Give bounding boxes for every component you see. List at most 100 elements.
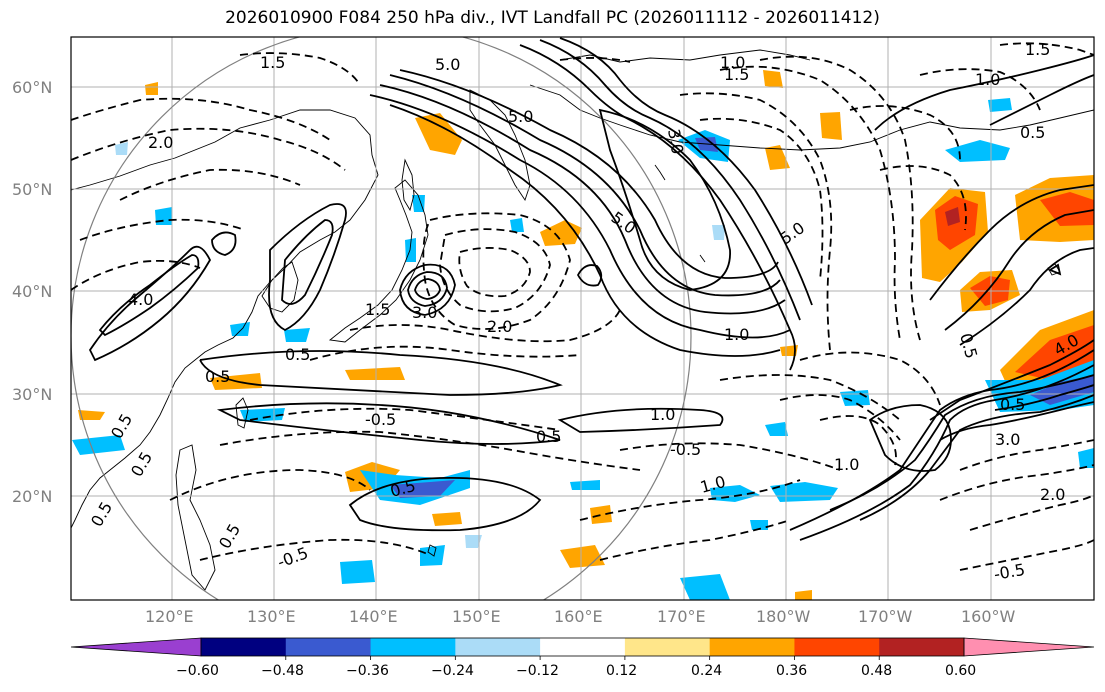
- coastline-taiwan: [235, 397, 249, 429]
- contour-positive: [598, 108, 731, 291]
- shade-blob: [1040, 192, 1094, 226]
- shade-blob: [510, 218, 524, 232]
- shade-blob: [770, 482, 838, 502]
- contour-negative: [799, 351, 941, 406]
- shade-blob: [795, 590, 812, 600]
- contour-negative: [71, 97, 331, 141]
- contour-negative: [879, 165, 967, 231]
- contour-positive: [414, 278, 441, 300]
- contour-label: 3.0: [995, 430, 1020, 449]
- lon-label: 130°E: [247, 607, 296, 626]
- colorbar-tick-label: −0.60: [176, 663, 219, 679]
- colorbar-segment: [455, 638, 541, 656]
- contour-positive: [929, 184, 1094, 301]
- contour-positive: [199, 350, 563, 396]
- contour-label: 2.0: [1040, 485, 1065, 504]
- coastline-philippines: [175, 444, 216, 591]
- contour-negative: [79, 218, 246, 241]
- contour-negative: [579, 479, 801, 521]
- shade-blob: [1015, 325, 1094, 380]
- contour-negative: [959, 439, 1094, 471]
- contour-label: 0.5: [127, 448, 156, 480]
- coastline-kamchatka: [469, 89, 531, 202]
- lon-label: 170°W: [858, 607, 913, 626]
- contour-positive: [281, 219, 334, 305]
- contour-label: 5.0: [608, 208, 640, 238]
- shade-blob: [72, 435, 125, 455]
- colorbar-extend-min: [70, 637, 202, 657]
- contour-label: 0.5: [536, 427, 561, 446]
- shading-layer: [72, 70, 1094, 600]
- lat-label: 40°N: [12, 282, 53, 301]
- colorbar-segment: [540, 638, 626, 656]
- contour-label: -0.5: [670, 440, 701, 459]
- contour-positive: [539, 39, 801, 321]
- colorbar-tick-label: 0.60: [945, 663, 977, 679]
- contour-positive: [557, 407, 724, 433]
- colorbar-segment: [794, 638, 880, 656]
- coastline-japan: [328, 179, 429, 343]
- coastline-alaska: [559, 49, 811, 63]
- colorbar-segment: [709, 638, 795, 656]
- map-title: 2026010900 F084 250 hPa div., IVT Landfa…: [225, 8, 880, 28]
- colorbar-segment: [370, 638, 456, 656]
- colorbar-tick-label: 0.12: [606, 663, 638, 679]
- shade-blob: [340, 560, 375, 584]
- contour-negative: [71, 127, 346, 171]
- colorbar-segment: [285, 638, 372, 656]
- contour-label: 5.0: [776, 218, 808, 248]
- shade-blob: [1030, 375, 1094, 405]
- contour-negative: [439, 228, 551, 313]
- contour-label: 2.0: [148, 133, 173, 152]
- contour-negative: [599, 519, 791, 561]
- contour-negative: [719, 374, 901, 421]
- shade-blob: [115, 142, 128, 155]
- contour-label: 1.5: [724, 65, 749, 84]
- shade-blob: [765, 145, 790, 170]
- map-frame: [70, 36, 1095, 601]
- contour-negative: [422, 212, 571, 330]
- contour-positive: [348, 476, 542, 532]
- contour-label: 0.5: [1020, 123, 1045, 142]
- coastline-bering: [529, 84, 621, 126]
- contours-negative: [71, 42, 1094, 571]
- contour-label: 1.0: [720, 53, 745, 72]
- contour-positive: [874, 54, 1094, 131]
- contour-label: 1.0: [724, 325, 749, 344]
- contour-label: 3.0: [664, 127, 687, 155]
- colorbar-segment: [624, 638, 711, 656]
- contour-positive: [88, 245, 212, 362]
- contour-label: 1.5: [365, 300, 390, 319]
- lon-label: 140°E: [349, 607, 398, 626]
- shade-blob: [765, 422, 788, 436]
- contour-positive: [989, 74, 1094, 126]
- contour-positive: [959, 247, 1094, 346]
- colorbar-tick-label: 0.24: [691, 663, 723, 679]
- shade-blob: [570, 480, 600, 490]
- contour-positive: [939, 401, 1094, 441]
- lon-label: 120°E: [145, 607, 194, 626]
- contour-negative: [458, 247, 531, 298]
- contour-label: -0.5: [365, 410, 396, 429]
- contour-positive: [211, 231, 237, 256]
- shade-blob: [590, 505, 612, 524]
- contour-label: 4.0: [128, 290, 153, 309]
- contour-positive: [799, 364, 1094, 541]
- lon-label: 160°W: [961, 607, 1016, 626]
- contour-positive: [576, 264, 603, 287]
- contour-label: -0.5: [992, 560, 1026, 584]
- contour-positive: [389, 104, 781, 357]
- colorbar-segment: [201, 638, 287, 656]
- contour-positive: [399, 263, 456, 316]
- colorbar-tick-label: −0.12: [516, 663, 559, 679]
- contour-label: 0.5: [285, 345, 310, 364]
- contour-positive: [268, 203, 347, 332]
- coastline-islands: [427, 164, 706, 557]
- shade-blob: [712, 225, 725, 240]
- contour-negative: [169, 469, 371, 501]
- contours: [88, 37, 1094, 541]
- contour-negative: [959, 539, 1094, 571]
- contour-positive: [1048, 263, 1062, 276]
- shade-blob: [945, 207, 960, 226]
